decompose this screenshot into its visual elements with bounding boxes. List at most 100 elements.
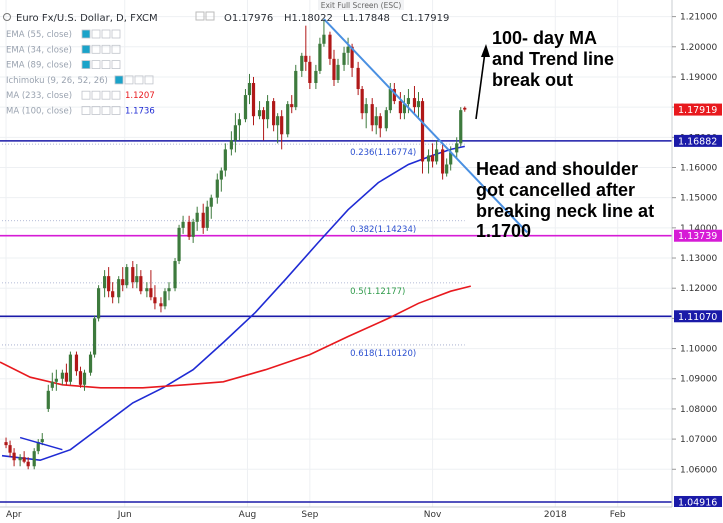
candle[interactable] [205, 200, 209, 231]
candle[interactable] [135, 264, 139, 289]
eye-icon[interactable] [81, 106, 91, 115]
candle[interactable] [40, 433, 44, 446]
candle[interactable] [139, 270, 143, 295]
hide-icon[interactable] [101, 29, 111, 39]
candle[interactable] [209, 194, 213, 219]
candle[interactable] [173, 258, 177, 292]
candle[interactable] [88, 351, 93, 376]
candle[interactable] [314, 64, 318, 90]
candle[interactable] [4, 437, 8, 449]
candle[interactable] [328, 31, 332, 65]
hide-icon[interactable] [205, 11, 215, 21]
settings-icon[interactable] [195, 11, 205, 21]
candle[interactable] [96, 285, 101, 322]
settings-icon[interactable] [91, 106, 101, 115]
candle[interactable] [92, 315, 97, 358]
close-icon[interactable] [111, 90, 121, 100]
time-axis[interactable]: Apr Jun Aug Sep Nov 2018 Feb [6, 510, 626, 520]
candle[interactable] [294, 64, 298, 111]
candle[interactable] [181, 215, 185, 234]
candle[interactable] [360, 86, 364, 120]
candle[interactable] [364, 98, 368, 129]
eye-icon[interactable] [114, 75, 124, 85]
candle[interactable] [434, 140, 439, 165]
candle[interactable] [398, 92, 402, 120]
settings-icon[interactable] [91, 60, 101, 69]
eye-icon[interactable] [81, 90, 91, 100]
candle[interactable] [336, 58, 340, 83]
candle[interactable] [426, 149, 431, 174]
indicator-row[interactable]: EMA (34, close) [6, 44, 121, 55]
descending-trendline[interactable] [323, 18, 528, 234]
candle[interactable] [167, 282, 171, 301]
candle[interactable] [117, 276, 121, 304]
candle[interactable] [187, 215, 191, 240]
eye-icon[interactable] [81, 44, 91, 54]
candle[interactable] [26, 457, 30, 470]
candle[interactable] [449, 146, 453, 171]
candle[interactable] [177, 224, 181, 265]
candle[interactable] [342, 46, 346, 71]
eye-icon[interactable] [81, 29, 91, 39]
candle[interactable] [374, 107, 378, 135]
settings-icon[interactable] [91, 29, 101, 39]
candle[interactable] [149, 270, 153, 301]
candle[interactable] [261, 107, 266, 141]
candle[interactable] [121, 267, 125, 292]
candle[interactable] [441, 143, 445, 180]
candle[interactable] [430, 143, 435, 168]
candle[interactable] [163, 288, 167, 310]
candle[interactable] [68, 351, 73, 385]
indicator-row[interactable]: EMA (55, close) [6, 29, 121, 40]
neckline-trendline[interactable] [19, 436, 63, 451]
candle[interactable] [257, 101, 262, 120]
candle[interactable] [237, 113, 242, 141]
candle[interactable] [463, 106, 467, 112]
candle[interactable] [223, 143, 227, 177]
candle[interactable] [378, 113, 382, 138]
candle[interactable] [74, 351, 79, 376]
ma-100-line[interactable] [1, 145, 465, 462]
indicator-row[interactable]: EMA (89, close) [6, 60, 121, 71]
candle[interactable] [131, 261, 135, 289]
candle[interactable] [195, 206, 199, 231]
candle[interactable] [370, 98, 374, 132]
candle[interactable] [32, 448, 36, 470]
candle[interactable] [251, 76, 256, 126]
candle[interactable] [191, 218, 195, 243]
indicator-row[interactable]: MA (233, close) 1.1207 [6, 90, 155, 101]
candle[interactable] [332, 49, 336, 87]
indicator-row[interactable]: MA (100, close) 1.1736 [6, 106, 155, 117]
candle[interactable] [412, 86, 417, 114]
candle[interactable] [304, 25, 308, 71]
candle[interactable] [219, 167, 223, 192]
candle[interactable] [125, 264, 129, 289]
candle[interactable] [103, 270, 107, 298]
candle[interactable] [46, 384, 50, 412]
candle[interactable] [64, 363, 68, 385]
ma-233-line[interactable] [0, 285, 471, 389]
candle[interactable] [159, 297, 163, 313]
settings-icon[interactable] [91, 90, 101, 100]
candle[interactable] [420, 98, 425, 174]
hide-icon[interactable] [101, 106, 111, 115]
hide-icon[interactable] [101, 90, 111, 100]
eye-icon[interactable] [81, 60, 91, 69]
candle[interactable] [201, 203, 205, 234]
candle[interactable] [78, 366, 83, 388]
candle[interactable] [12, 448, 16, 467]
candle[interactable] [346, 37, 350, 65]
symbol-controls[interactable] [195, 11, 215, 21]
candle[interactable] [111, 282, 115, 304]
hide-icon[interactable] [101, 60, 111, 69]
candle[interactable] [215, 173, 219, 204]
candle[interactable] [280, 110, 284, 150]
hide-icon[interactable] [101, 44, 111, 54]
candle[interactable] [107, 267, 111, 298]
candle[interactable] [416, 92, 421, 120]
candle[interactable] [272, 98, 276, 132]
candle[interactable] [455, 137, 459, 159]
close-icon[interactable] [111, 44, 121, 54]
close-icon[interactable] [111, 106, 121, 115]
candle[interactable] [18, 454, 22, 467]
